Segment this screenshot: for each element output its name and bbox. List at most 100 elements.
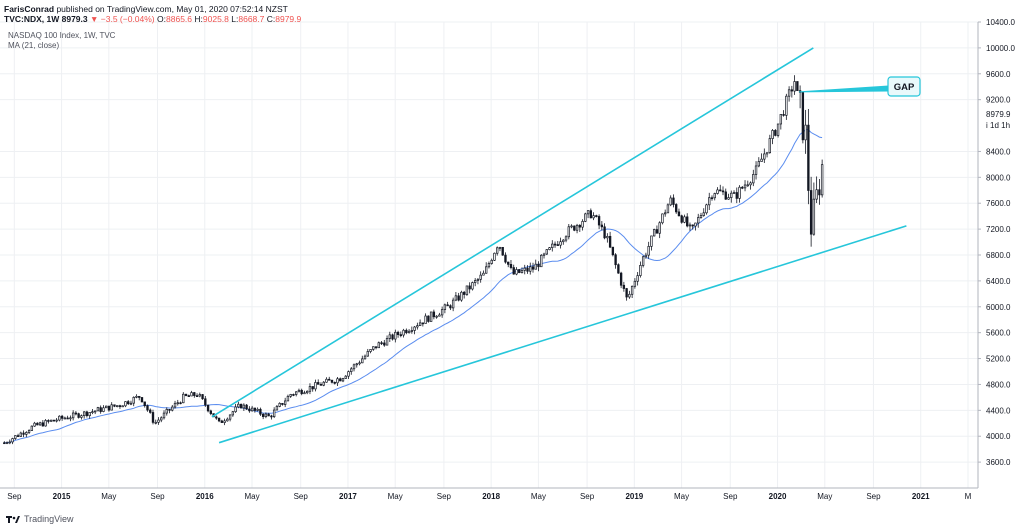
candle-body bbox=[600, 224, 604, 228]
time-tick-label: 2020 bbox=[769, 492, 787, 501]
candle-body bbox=[80, 415, 83, 418]
ma-legend[interactable]: MA (21, close) bbox=[8, 41, 60, 50]
candle-body bbox=[295, 391, 298, 395]
candle-body bbox=[71, 412, 75, 419]
candle-body bbox=[625, 288, 628, 298]
candle-body bbox=[672, 197, 675, 205]
candle-body bbox=[135, 395, 138, 398]
candle-body bbox=[429, 311, 433, 322]
candle-body bbox=[88, 412, 91, 417]
candle-body bbox=[738, 186, 741, 199]
candle-body bbox=[438, 314, 441, 317]
footer-brand[interactable]: TradingView bbox=[6, 514, 74, 524]
candle-body bbox=[531, 266, 535, 270]
candle-body bbox=[44, 420, 47, 427]
candle-body bbox=[754, 165, 758, 175]
candle-body bbox=[818, 189, 821, 196]
candle-body bbox=[479, 274, 482, 280]
candle-body bbox=[468, 285, 471, 290]
upper-trendline[interactable] bbox=[211, 47, 814, 418]
candle-body bbox=[198, 394, 201, 397]
candle-body bbox=[526, 267, 529, 272]
time-tick-label: Sep bbox=[866, 492, 881, 501]
open-label: O: bbox=[157, 14, 167, 24]
candle-body bbox=[666, 204, 670, 214]
candle-body bbox=[787, 89, 791, 97]
candle-body bbox=[630, 285, 634, 295]
time-tick-label: 2018 bbox=[482, 492, 500, 501]
candle-body bbox=[584, 213, 587, 222]
trendlines-group[interactable] bbox=[211, 47, 907, 444]
candle-body bbox=[105, 405, 108, 409]
price-axis[interactable]: 3600.0 4000.0 4400.0 4800.0 5200.0 5600.0 6000… bbox=[977, 18, 1015, 488]
price-tick-label: 8400.0 bbox=[986, 147, 1011, 156]
price-tag-countdown: i 1d 1h bbox=[986, 121, 1010, 130]
time-tick-label: Sep bbox=[294, 492, 309, 501]
candle-body bbox=[292, 394, 295, 396]
candle-body bbox=[113, 404, 116, 407]
price-tick-label: 5200.0 bbox=[986, 355, 1011, 364]
candle-body bbox=[732, 192, 736, 194]
series-legend[interactable]: NASDAQ 100 Index, 1W, TVC bbox=[8, 31, 116, 40]
candle-body bbox=[157, 419, 160, 423]
candle-body bbox=[564, 236, 568, 241]
candle-body bbox=[242, 404, 246, 409]
candle-body bbox=[239, 403, 243, 409]
price-tick-label: 6400.0 bbox=[986, 277, 1011, 286]
candle-body bbox=[350, 368, 353, 372]
candle-body bbox=[664, 212, 667, 215]
price-tag-bg bbox=[979, 107, 1024, 120]
author-name[interactable]: FarisConrad bbox=[4, 4, 55, 14]
candle-body bbox=[333, 382, 336, 384]
candle-body bbox=[237, 403, 240, 408]
candle-body bbox=[603, 226, 606, 239]
gap-annotation-group[interactable]: GAP bbox=[798, 76, 921, 97]
candle-body bbox=[275, 406, 279, 411]
candle-body bbox=[421, 322, 425, 325]
candle-body bbox=[652, 229, 656, 237]
time-tick-label: 2016 bbox=[196, 492, 214, 501]
candle-body bbox=[399, 334, 403, 336]
candle-body bbox=[573, 225, 576, 231]
candle-body bbox=[85, 411, 89, 417]
candle-body bbox=[297, 389, 301, 393]
candle-body bbox=[231, 411, 235, 416]
candle-body bbox=[708, 197, 711, 206]
candle-body bbox=[160, 417, 163, 421]
candle-body bbox=[25, 432, 28, 435]
publish-info: FarisConrad published on TradingView.com… bbox=[4, 4, 288, 14]
gap-callout-box[interactable] bbox=[887, 76, 921, 97]
price-tick-label: 10400.0 bbox=[986, 18, 1015, 27]
price-tick-label: 5600.0 bbox=[986, 329, 1011, 338]
open-value: 8865.6 bbox=[166, 14, 193, 24]
candle-body bbox=[518, 269, 521, 273]
candle-body bbox=[317, 382, 320, 385]
candle-body bbox=[493, 252, 496, 261]
candle-body bbox=[3, 442, 6, 445]
candle-body bbox=[523, 267, 526, 271]
candle-body bbox=[432, 311, 436, 318]
candle-body bbox=[741, 186, 744, 189]
price-tick-label: 7200.0 bbox=[986, 225, 1011, 234]
candle-body bbox=[264, 413, 268, 417]
candle-body bbox=[454, 295, 458, 301]
candle-body bbox=[361, 358, 364, 364]
time-axis[interactable]: Sep 2015 May Sep 2016 May Sep 2017 May Sep 2018 May… bbox=[0, 487, 978, 501]
candle-body bbox=[93, 410, 97, 413]
candle-body bbox=[179, 402, 182, 405]
candle-body bbox=[589, 210, 593, 219]
candle-body bbox=[102, 407, 105, 412]
candle-body bbox=[261, 413, 265, 417]
lower-trendline[interactable] bbox=[218, 225, 907, 444]
candle-body bbox=[220, 420, 224, 423]
candle-body bbox=[457, 295, 460, 301]
candle-body bbox=[248, 408, 251, 412]
candle-body bbox=[124, 401, 127, 407]
candle-body bbox=[193, 392, 196, 396]
candle-body bbox=[60, 415, 64, 419]
candle-body bbox=[8, 441, 11, 444]
candle-body bbox=[228, 414, 232, 420]
candle-body bbox=[245, 404, 248, 410]
candle-body bbox=[771, 130, 774, 139]
